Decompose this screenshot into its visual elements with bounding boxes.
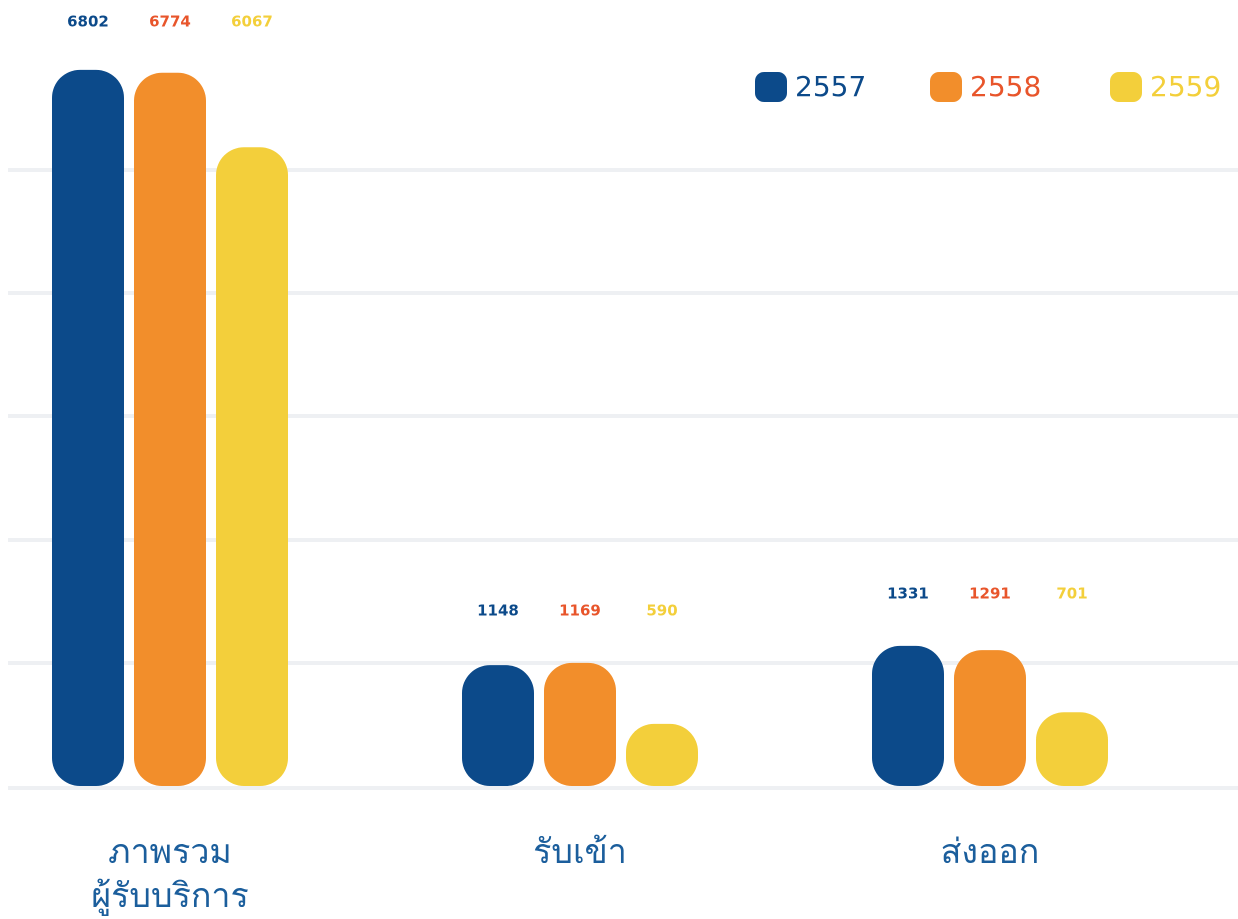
x-tick-label: ส่งออก bbox=[940, 832, 1040, 872]
bar bbox=[52, 69, 124, 787]
bar bbox=[1036, 712, 1108, 786]
legend-swatch bbox=[1110, 72, 1142, 102]
bar bbox=[216, 147, 288, 786]
x-tick-label: ภาพรวม ผู้รับบริการ bbox=[91, 832, 249, 916]
bar bbox=[626, 723, 698, 786]
value-label: 590 bbox=[646, 601, 677, 619]
legend-label: 2558 bbox=[970, 70, 1041, 103]
legend-label: 2557 bbox=[795, 70, 866, 103]
value-label: 6067 bbox=[231, 13, 273, 31]
value-label: 1331 bbox=[887, 584, 929, 602]
background-lines bbox=[8, 168, 1238, 790]
value-label: 6802 bbox=[67, 13, 109, 31]
bar bbox=[872, 645, 944, 786]
value-label: 701 bbox=[1056, 584, 1087, 602]
value-label: 1169 bbox=[559, 601, 601, 619]
value-label: 1148 bbox=[477, 601, 519, 619]
x-tick-label: รับเข้า bbox=[533, 832, 627, 872]
legend-swatch bbox=[755, 72, 787, 102]
value-label: 1291 bbox=[969, 584, 1011, 602]
legend-label: 2559 bbox=[1150, 70, 1221, 103]
bar bbox=[462, 665, 534, 786]
bar bbox=[954, 650, 1026, 786]
value-label: 6774 bbox=[149, 13, 191, 31]
legend-swatch bbox=[930, 72, 962, 102]
bar bbox=[134, 72, 206, 787]
bar bbox=[544, 662, 616, 786]
